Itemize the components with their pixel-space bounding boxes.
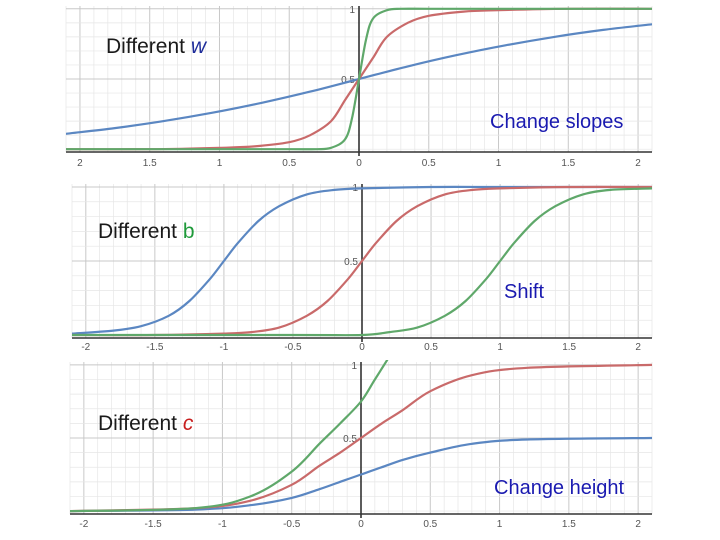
x-tick-label: 0.5 (282, 158, 296, 169)
y-tick-label: 1 (351, 361, 357, 372)
y-tick-label: 1 (349, 5, 355, 16)
x-tick-label: 1 (497, 519, 503, 530)
panel-different-b: -2 -1.5 -1 -0.5 0 0.5 1 1.5 20.51 Different b Sh… (71, 183, 653, 353)
x-tick-label: -2 (81, 342, 90, 353)
x-tick-label: 0.5 (422, 158, 436, 169)
panel-different-c: -2 -1.5 -1 -0.5 0 0.5 1 1.5 2 0.5 1 Different c Ch… (69, 360, 653, 530)
y-tick-label: 0.5 (343, 434, 357, 445)
x-tick-label: 2 (635, 519, 641, 530)
x-tick-label: -0.5 (284, 342, 302, 353)
panel-title-c: Different c (98, 412, 194, 435)
x-tick-label: -2 (79, 519, 88, 530)
title-symbol-b: b (183, 220, 195, 243)
x-tick-label: -1.5 (146, 342, 164, 353)
panel-different-w: 2 1.5 1 0.5 0 0.5 1 1.5 2 0.5 1 Different w Change… (65, 5, 653, 169)
panel-title-w: Different w (106, 35, 208, 58)
annotation-change-slopes: Change slopes (490, 111, 623, 133)
x-tick-label: 0.5 (424, 342, 438, 353)
x-tick-label: 0 (356, 158, 362, 169)
y-tick-label: 0.5 (341, 75, 355, 86)
x-tick-label: 0 (358, 519, 364, 530)
y-tick-label: 0.5 (344, 257, 358, 268)
annotation-change-height: Change height (494, 477, 625, 499)
annotation-shift: Shift (504, 281, 544, 303)
x-tick-label: 1.5 (562, 519, 576, 530)
plot-area-1: -2 -1.5 -1 -0.5 0 0.5 1 1.5 20.51 (71, 183, 653, 353)
x-tick-label: 1 (497, 342, 503, 353)
title-symbol-w: w (191, 35, 208, 58)
x-tick-label: 2 (77, 158, 83, 169)
series-line-green (66, 7, 652, 151)
series-line-blue (70, 436, 652, 513)
series-line-red (72, 185, 652, 337)
x-tick-label: 2 (635, 158, 641, 169)
series-line-red (70, 363, 652, 513)
x-tick-label: 1.5 (562, 342, 576, 353)
x-tick-label: -1.5 (145, 519, 163, 530)
x-tick-label: 1.5 (561, 158, 575, 169)
x-tick-label: 1.5 (143, 158, 157, 169)
x-tick-label: 2 (635, 342, 641, 353)
x-tick-label: -1 (219, 342, 228, 353)
x-tick-label: 0 (359, 342, 365, 353)
x-tick-label: -1 (218, 519, 227, 530)
plot-area-0: 2 1.5 1 0.5 0 0.5 1 1.5 2 0.5 1 (65, 5, 653, 169)
x-tick-label: 0.5 (423, 519, 437, 530)
panel-title-b: Different b (98, 220, 195, 243)
x-tick-label: -0.5 (283, 519, 301, 530)
series-line-green (72, 187, 652, 337)
x-tick-label: 1 (217, 158, 223, 169)
x-tick-label: 1 (496, 158, 502, 169)
title-symbol-c: c (183, 412, 194, 435)
series-line-blue (72, 185, 652, 335)
plot-area-2: -2 -1.5 -1 -0.5 0 0.5 1 1.5 2 0.5 1 (69, 360, 653, 530)
series-line-green (70, 360, 389, 513)
